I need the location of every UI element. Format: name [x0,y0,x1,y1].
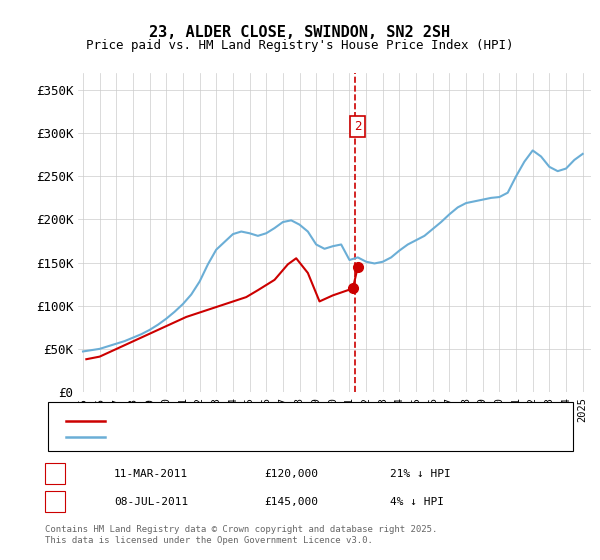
Text: £120,000: £120,000 [264,469,318,479]
Text: Price paid vs. HM Land Registry's House Price Index (HPI): Price paid vs. HM Land Registry's House … [86,39,514,52]
Text: 21% ↓ HPI: 21% ↓ HPI [390,469,451,479]
Text: Contains HM Land Registry data © Crown copyright and database right 2025.
This d: Contains HM Land Registry data © Crown c… [45,525,437,545]
Text: 23, ALDER CLOSE, SWINDON, SN2 2SH: 23, ALDER CLOSE, SWINDON, SN2 2SH [149,25,451,40]
Text: £145,000: £145,000 [264,497,318,507]
Text: 1: 1 [52,469,59,479]
Text: 08-JUL-2011: 08-JUL-2011 [114,497,188,507]
Text: 23, ALDER CLOSE, SWINDON, SN2 2SH (semi-detached house): 23, ALDER CLOSE, SWINDON, SN2 2SH (semi-… [114,416,458,426]
Text: 2: 2 [354,120,362,133]
Text: 2: 2 [52,497,59,507]
Text: HPI: Average price, semi-detached house, Swindon: HPI: Average price, semi-detached house,… [114,432,414,442]
Text: 4% ↓ HPI: 4% ↓ HPI [390,497,444,507]
Text: 11-MAR-2011: 11-MAR-2011 [114,469,188,479]
